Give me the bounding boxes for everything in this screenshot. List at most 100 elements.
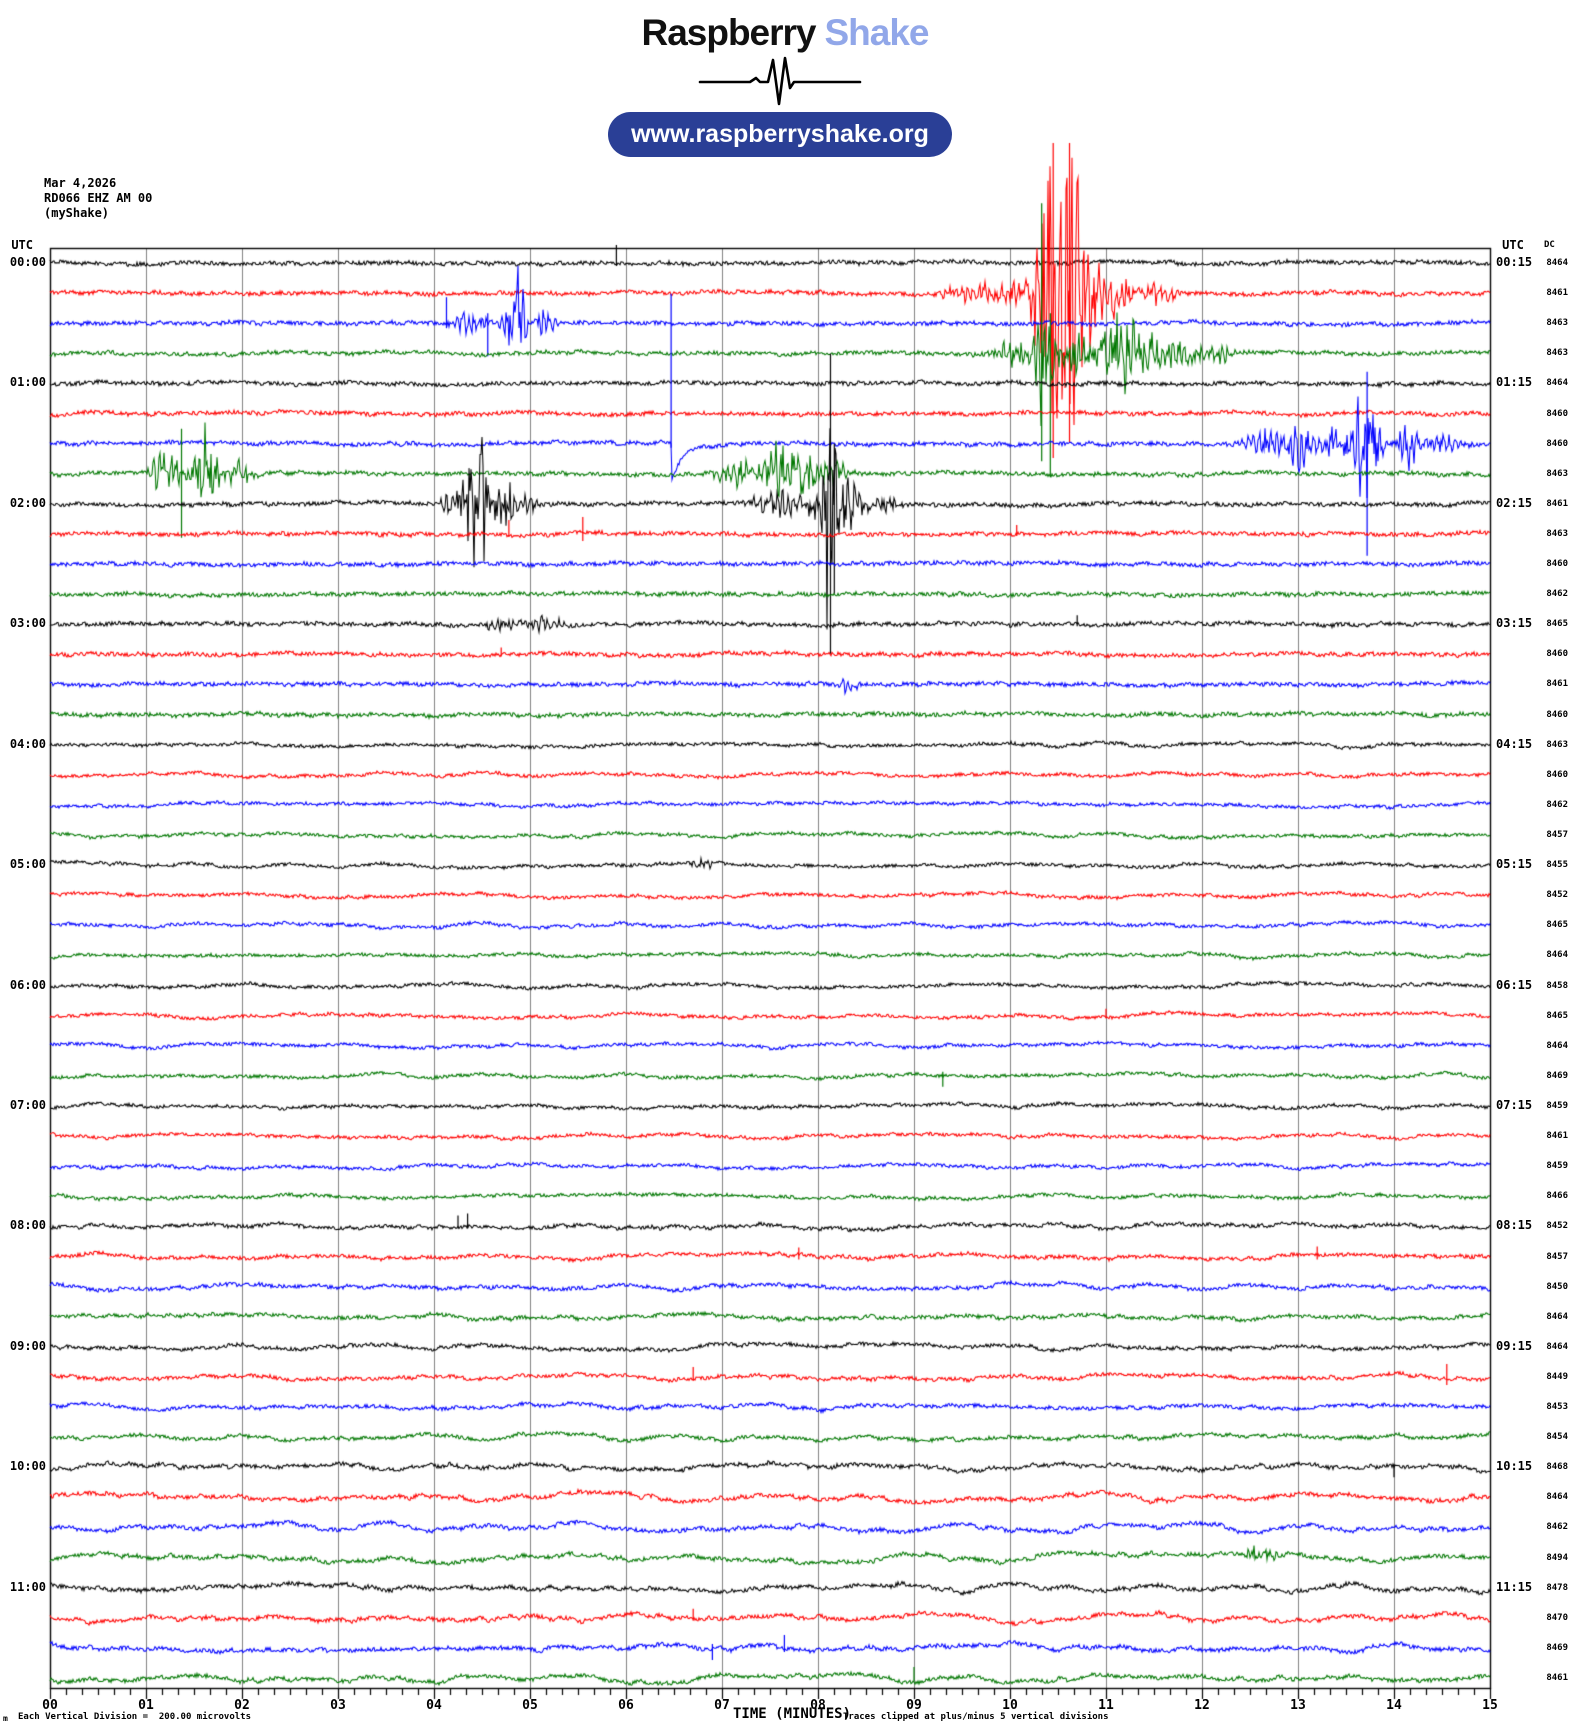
station-date: Mar 4,2026	[44, 176, 117, 190]
station-info: Mar 4,2026 RD066 EHZ AM 00 (myShake)	[44, 176, 152, 221]
hour-label-right: 08:15	[1496, 1218, 1533, 1233]
dc-value: 8460	[1546, 438, 1568, 449]
hour-label-left: 03:00	[9, 616, 46, 631]
dc-value: 8453	[1546, 1402, 1568, 1413]
dc-value: 8469	[1546, 1070, 1568, 1081]
x-tick-label: 12	[1194, 1698, 1210, 1713]
dc-value: 8469	[1546, 1642, 1568, 1653]
dc-value: 8478	[1546, 1582, 1568, 1593]
dc-value: 8464	[1546, 1040, 1568, 1051]
dc-value: 8465	[1546, 1010, 1568, 1021]
logo-title: Raspberry Shake	[0, 12, 1570, 54]
dc-value: 8461	[1546, 498, 1568, 509]
dc-value: 8464	[1546, 378, 1568, 389]
dc-value: 8452	[1546, 890, 1568, 901]
hour-label-left: 07:00	[9, 1097, 46, 1112]
website-link[interactable]: www.raspberryshake.org	[608, 112, 952, 157]
corner-glyph: m	[3, 1714, 8, 1723]
station-id: RD066 EHZ AM 00	[44, 191, 153, 205]
x-tick-label: 06	[618, 1698, 634, 1713]
dc-value: 8464	[1546, 258, 1568, 268]
x-tick-label: 09	[906, 1698, 922, 1713]
dc-value: 8461	[1546, 679, 1568, 690]
hour-label-left: 05:00	[9, 857, 46, 872]
logo-word-raspberry: Raspberry	[641, 12, 816, 53]
dc-value: 8470	[1546, 1612, 1568, 1623]
hour-label-right: 04:15	[1496, 736, 1533, 751]
x-tick-label: 14	[1386, 1698, 1402, 1713]
hour-label-right: 06:15	[1496, 977, 1533, 992]
x-axis-title: TIME (MINUTES)	[733, 1706, 852, 1722]
dc-value: 8463	[1546, 318, 1568, 329]
dc-value: 8466	[1546, 1191, 1568, 1202]
hour-label-left: 08:00	[9, 1218, 46, 1233]
x-tick-label: 07	[714, 1698, 730, 1713]
x-tick-label: 00	[42, 1698, 58, 1713]
dc-value: 8464	[1546, 1341, 1568, 1352]
dc-value: 8449	[1546, 1371, 1568, 1382]
dc-value: 8464	[1546, 950, 1568, 961]
dc-value: 8459	[1546, 1161, 1568, 1172]
station-network: (myShake)	[44, 206, 110, 220]
hour-label-left: 04:00	[9, 736, 46, 751]
dc-value: 8463	[1546, 528, 1568, 539]
dc-value: 8462	[1546, 589, 1568, 600]
dc-value: 8460	[1546, 408, 1568, 419]
hour-label-right: 02:15	[1496, 495, 1533, 510]
hour-label-left: 01:00	[9, 375, 46, 390]
hour-label-left: 00:00	[9, 255, 46, 269]
dc-value: 8494	[1546, 1552, 1568, 1563]
x-tick-label: 10	[1002, 1698, 1018, 1713]
hour-label-right: 07:15	[1496, 1097, 1533, 1112]
dc-column-header: DC	[1544, 240, 1555, 250]
hour-label-right: 10:15	[1496, 1459, 1533, 1474]
dc-value: 8462	[1546, 1522, 1568, 1533]
dc-value: 8457	[1546, 830, 1568, 841]
dc-value: 8464	[1546, 1311, 1568, 1322]
dc-value: 8460	[1546, 709, 1568, 720]
x-tick-label: 04	[426, 1698, 442, 1713]
clip-note: Traces clipped at plus/minus 5 vertical …	[843, 1712, 1109, 1722]
hour-label-right: 11:15	[1496, 1579, 1533, 1594]
hour-label-right: 03:15	[1496, 616, 1533, 631]
dc-value: 8459	[1546, 1100, 1568, 1111]
dc-value: 8458	[1546, 980, 1568, 991]
utc-header-left: UTC	[11, 238, 33, 252]
hour-label-left: 06:00	[9, 977, 46, 992]
dc-value: 8463	[1546, 348, 1568, 359]
dc-value: 8461	[1546, 1673, 1568, 1683]
hour-label-right: 05:15	[1496, 857, 1533, 872]
dc-value: 8461	[1546, 288, 1568, 299]
x-tick-label: 15	[1482, 1698, 1498, 1713]
dc-value: 8450	[1546, 1281, 1568, 1292]
hour-label-left: 09:00	[9, 1338, 46, 1353]
x-tick-label: 01	[138, 1698, 154, 1713]
hour-label-left: 10:00	[9, 1459, 46, 1474]
dc-value: 8454	[1546, 1432, 1568, 1443]
dc-value: 8462	[1546, 799, 1568, 810]
waveform-icon	[698, 56, 862, 106]
x-tick-label: 02	[234, 1698, 250, 1713]
dc-value: 8460	[1546, 769, 1568, 780]
dc-value: 8465	[1546, 619, 1568, 630]
hour-label-right: 00:15	[1496, 255, 1533, 269]
hour-label-right: 01:15	[1496, 375, 1533, 390]
dc-value: 8457	[1546, 1251, 1568, 1262]
x-tick-label: 13	[1290, 1698, 1306, 1713]
utc-header-right: UTC	[1502, 238, 1524, 252]
hour-label-left: 02:00	[9, 495, 46, 510]
x-tick-label: 05	[522, 1698, 538, 1713]
dc-value: 8455	[1546, 860, 1568, 871]
vertical-division-note: Each Vertical Division = 200.00 microvol…	[18, 1712, 251, 1722]
dc-value: 8452	[1546, 1221, 1568, 1232]
x-tick-label: 11	[1098, 1698, 1114, 1713]
dc-value: 8460	[1546, 559, 1568, 570]
dc-value: 8461	[1546, 1131, 1568, 1142]
dc-value: 8465	[1546, 920, 1568, 931]
logo-word-shake: Shake	[824, 12, 930, 53]
hour-label-right: 09:15	[1496, 1338, 1533, 1353]
x-tick-label: 08	[810, 1698, 826, 1713]
dc-value: 8460	[1546, 649, 1568, 660]
